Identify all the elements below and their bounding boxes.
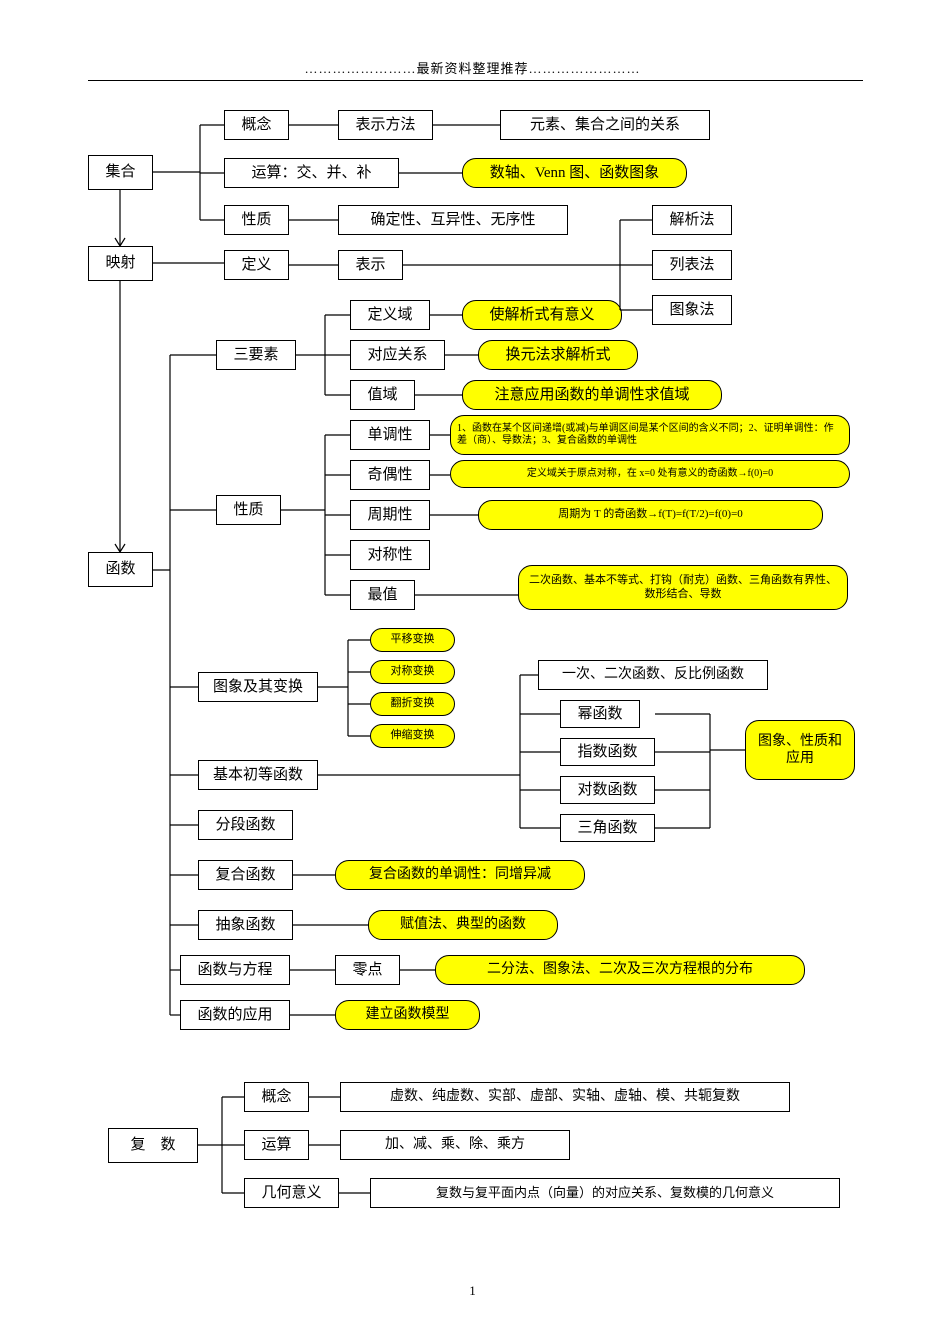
set-rep: 表示方法 <box>338 110 433 140</box>
prop-extreme: 最值 <box>350 580 415 610</box>
cx-concept: 概念 <box>244 1082 309 1112</box>
three-corr: 对应关系 <box>350 340 445 370</box>
three-range-note: 注意应用函数的单调性求值域 <box>462 380 722 410</box>
map-graph: 图象法 <box>652 295 732 325</box>
func-elementary: 基本初等函数 <box>198 760 318 790</box>
prop-period-note: 周期为 T 的奇函数→f(T)=f(T/2)=f(0)=0 <box>478 500 823 530</box>
prop-mono-note: 1、函数在某个区间递增(或减)与单调区间是某个区间的含义不同；2、证明单调性：作… <box>450 415 850 455</box>
map-rep: 表示 <box>338 250 403 280</box>
map-analytic: 解析法 <box>652 205 732 235</box>
graph-t3: 翻折变换 <box>370 692 455 716</box>
func-zero: 零点 <box>335 955 400 985</box>
elem-usage: 图象、性质和应用 <box>745 720 855 780</box>
map-def: 定义 <box>224 250 289 280</box>
prop-sym: 对称性 <box>350 540 430 570</box>
elem-e3: 对数函数 <box>560 776 655 804</box>
map-list: 列表法 <box>652 250 732 280</box>
set-concept: 概念 <box>224 110 289 140</box>
three-domain: 定义域 <box>350 300 430 330</box>
elem-e2: 指数函数 <box>560 738 655 766</box>
prop-parity: 奇偶性 <box>350 460 430 490</box>
elem-e1: 幂函数 <box>560 700 640 728</box>
root-set: 集合 <box>88 155 153 190</box>
func-graph: 图象及其变换 <box>198 672 318 702</box>
graph-t4: 伸缩变换 <box>370 724 455 748</box>
func-equation: 函数与方程 <box>180 955 290 985</box>
root-complex: 复 数 <box>108 1128 198 1163</box>
set-prop: 性质 <box>224 205 289 235</box>
func-three: 三要素 <box>216 340 296 370</box>
graph-t2: 对称变换 <box>370 660 455 684</box>
root-func: 函数 <box>88 552 153 587</box>
func-piecewise: 分段函数 <box>198 810 293 840</box>
elem-e0: 一次、二次函数、反比例函数 <box>538 660 768 690</box>
func-app-note: 建立函数模型 <box>335 1000 480 1030</box>
page-number: 1 <box>0 1283 945 1299</box>
root-map: 映射 <box>88 246 153 281</box>
header-rule <box>88 80 863 81</box>
elem-e4: 三角函数 <box>560 814 655 842</box>
three-range: 值域 <box>350 380 415 410</box>
prop-mono: 单调性 <box>350 420 430 450</box>
set-prop-note: 确定性、互异性、无序性 <box>338 205 568 235</box>
func-zero-note: 二分法、图象法、二次及三次方程根的分布 <box>435 955 805 985</box>
prop-extreme-note: 二次函数、基本不等式、打钩（耐克）函数、三角函数有界性、数形结合、导数 <box>518 565 848 610</box>
set-rel: 元素、集合之间的关系 <box>500 110 710 140</box>
func-application: 函数的应用 <box>180 1000 290 1030</box>
graph-t1: 平移变换 <box>370 628 455 652</box>
cx-op-note: 加、减、乘、除、乘方 <box>340 1130 570 1160</box>
cx-geo-note: 复数与复平面内点（向量）的对应关系、复数模的几何意义 <box>370 1178 840 1208</box>
func-composite-note: 复合函数的单调性：同增异减 <box>335 860 585 890</box>
prop-period: 周期性 <box>350 500 430 530</box>
func-abstract-note: 赋值法、典型的函数 <box>368 910 558 940</box>
func-prop: 性质 <box>216 495 281 525</box>
cx-op: 运算 <box>244 1130 309 1160</box>
set-op-note: 数轴、Venn 图、函数图象 <box>462 158 687 188</box>
func-composite: 复合函数 <box>198 860 293 890</box>
page-header: ……………………最新资料整理推荐…………………… <box>0 58 945 77</box>
page-root: ……………………最新资料整理推荐…………………… 1 集合 映射 函数 复 数 … <box>0 0 945 1337</box>
cx-geo: 几何意义 <box>244 1178 339 1208</box>
cx-concept-note: 虚数、纯虚数、实部、虚部、实轴、虚轴、模、共轭复数 <box>340 1082 790 1112</box>
three-domain-note: 使解析式有意义 <box>462 300 622 330</box>
func-abstract: 抽象函数 <box>198 910 293 940</box>
set-op: 运算：交、并、补 <box>224 158 399 188</box>
three-corr-note: 换元法求解析式 <box>478 340 638 370</box>
prop-parity-note: 定义域关于原点对称，在 x=0 处有意义的奇函数→f(0)=0 <box>450 460 850 488</box>
